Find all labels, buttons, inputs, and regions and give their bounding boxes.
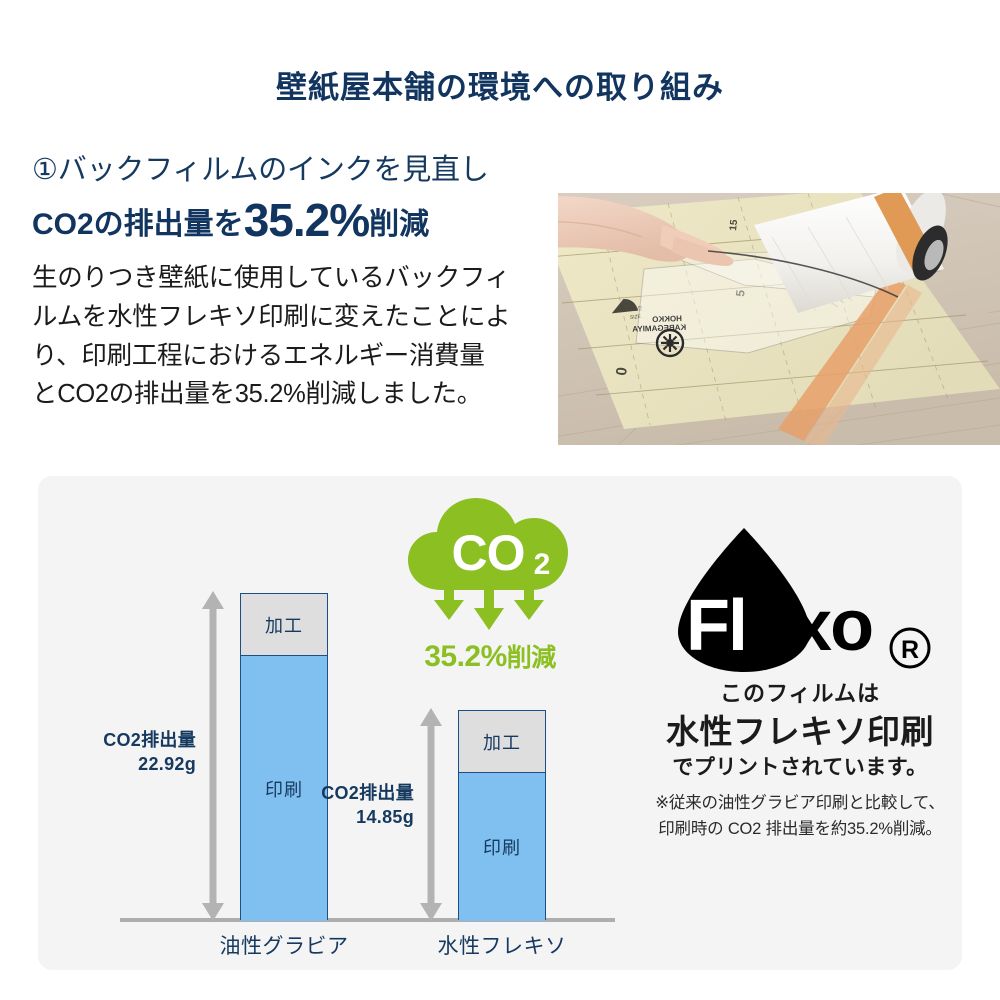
co2-reduction-suffix: 削減 (506, 644, 557, 672)
wallpaper-film-photo: 1/2 SIZE 0 5 10 15 HOKKO KABEGAMIYA (558, 193, 1000, 445)
co2-reduction-value: 35.2% (424, 640, 507, 673)
value-label-caption: CO2排出量 (103, 730, 196, 750)
bar-segment-print-label: 印刷 (265, 779, 303, 800)
flexo-line-3: でプリントされています。 (672, 756, 928, 779)
intro-body-line: とCO2の排出量を35.2%削減しました。 (32, 380, 482, 409)
co2-bar-chart: 加工 印刷 CO2排出量 22.92g 油性グラビア 加 (38, 476, 638, 970)
intro-subheading-suffix: 削減 (369, 208, 430, 242)
svg-text:15: 15 (728, 219, 740, 232)
intro-heading: ①バックフィルムのインクを見直し (32, 154, 489, 186)
bar-oil-gravure-measure-arrow (202, 591, 224, 921)
value-label-value: 22.92g (138, 754, 196, 775)
bar-segment-print-label: 印刷 (483, 838, 521, 858)
category-label-water-flexo: 水性フレキソ (437, 935, 567, 958)
svg-text:5: 5 (733, 289, 748, 297)
intro-subheading-prefix: CO2の排出量を (32, 208, 244, 242)
bar-water-flexo: 加工 印刷 (458, 710, 546, 921)
intro-body-line: り、印刷工程におけるエネルギー消費量 (32, 341, 485, 370)
intro-body: 生のりつき壁紙に使用しているバックフィ ルムを水性フレキソ印刷に変えたことによ … (32, 259, 552, 414)
intro-subheading-value: 35.2% (243, 194, 370, 247)
flexo-note-line: ※従来の油性グラビア印刷と比較して、 (655, 794, 945, 812)
bar-segment-print: 印刷 (459, 773, 545, 921)
intro-body-line: ルムを水性フレキソ印刷に変えたことによ (32, 302, 511, 331)
flexo-note-line: 印刷時の CO2 排出量を約35.2%削減。 (658, 820, 942, 839)
intro-body-line: 生のりつき壁紙に使用しているバックフィ (32, 264, 510, 293)
bar-oil-gravure: 加工 印刷 (240, 593, 328, 921)
comparison-panel: 加工 印刷 CO2排出量 22.92g 油性グラビア 加 (38, 476, 962, 970)
category-label-oil-gravure: 油性グラビア (219, 935, 349, 958)
flexo-line-1: このフィルムは (719, 681, 881, 706)
chart-baseline (120, 918, 615, 922)
flexo-line-2: 水性フレキソ印刷 (666, 713, 934, 750)
svg-text:HOKKO: HOKKO (652, 314, 682, 324)
flexo-logo: Fl exo R (678, 528, 931, 672)
flexo-block: Fl exo R このフィルムは 水性フレキソ印刷 でプリントされています。 ※… (638, 476, 962, 970)
svg-text:R: R (901, 636, 919, 664)
svg-text:exo: exo (754, 586, 872, 666)
bar-segment-process-label: 加工 (483, 732, 521, 753)
photo-illustration: 1/2 SIZE 0 5 10 15 HOKKO KABEGAMIYA (558, 193, 1000, 445)
co2-cloud-icon: CO 2 (408, 498, 568, 630)
co2-reduction-text: 35.2%削減 (390, 638, 590, 674)
page-title: 壁紙屋本舗の環境への取り組み (276, 70, 724, 105)
svg-text:SIZE: SIZE (630, 314, 642, 321)
svg-text:KABEGAMIYA: KABEGAMIYA (632, 323, 686, 334)
svg-text:1/2: 1/2 (634, 306, 644, 313)
intro-column: ①バックフィルムのインクを見直し CO2の排出量を 35.2% 削減 生のりつき… (32, 152, 552, 414)
flexo-note: ※従来の油性グラビア印刷と比較して、 印刷時の CO2 排出量を約35.2%削減… (638, 790, 962, 843)
bar-water-flexo-value-label: CO2排出量 14.85g (288, 781, 414, 830)
bar-segment-process-label: 加工 (265, 615, 303, 636)
bar-segment-process: 加工 (241, 594, 327, 656)
svg-text:0: 0 (613, 366, 631, 376)
value-label-value: 14.85g (356, 807, 414, 828)
registered-trademark-icon: R (889, 627, 931, 669)
svg-text:2: 2 (534, 548, 551, 581)
intro-subheading: CO2の排出量を 35.2% 削減 (32, 195, 552, 243)
svg-text:Fl: Fl (686, 586, 746, 666)
bar-oil-gravure-value-label: CO2排出量 22.92g (68, 728, 196, 777)
bar-water-flexo-measure-arrow (420, 708, 442, 921)
co2-reduction-badge: CO 2 35.2%削減 (390, 494, 590, 674)
svg-text:CO: CO (452, 525, 525, 581)
value-label-caption: CO2排出量 (321, 783, 414, 803)
bar-segment-print: 印刷 (241, 656, 327, 921)
bar-segment-process: 加工 (459, 711, 545, 773)
